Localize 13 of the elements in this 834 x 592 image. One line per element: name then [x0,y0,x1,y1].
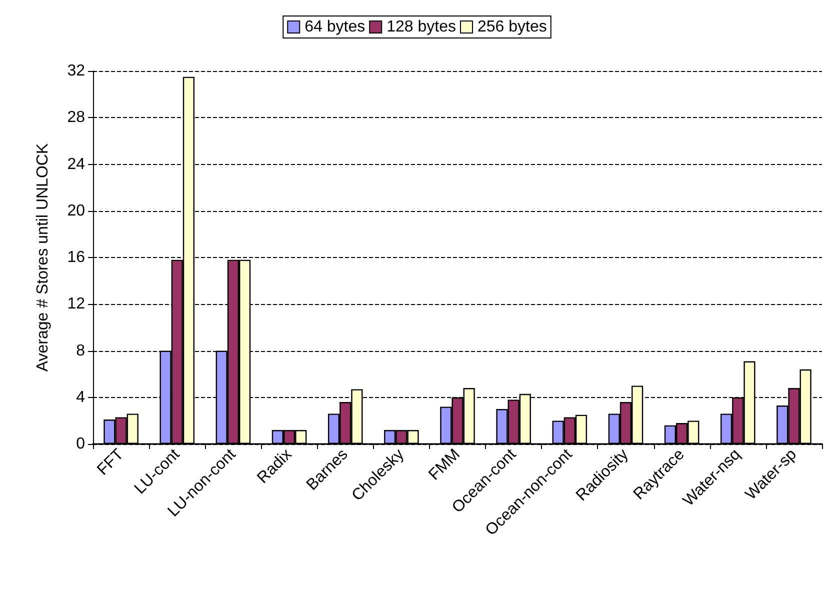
y-tick-label: 24 [67,156,86,173]
y-tick-label: 28 [67,109,86,126]
y-tick-label: 20 [67,202,86,220]
y-axis-title: Average # Stores until UNLOCK [34,143,52,372]
y-tick-label: 12 [67,296,86,313]
y-tick-label: 8 [76,342,86,360]
y-tick-label: 32 [67,62,86,80]
y-tick-label: 16 [67,249,86,266]
y-tick-label: 4 [76,388,86,406]
legend-label: 256 bytes [477,18,547,36]
y-tick-label: 0 [76,436,86,452]
legend-label: 128 bytes [386,18,456,36]
legend-label: 64 bytes [304,18,366,36]
